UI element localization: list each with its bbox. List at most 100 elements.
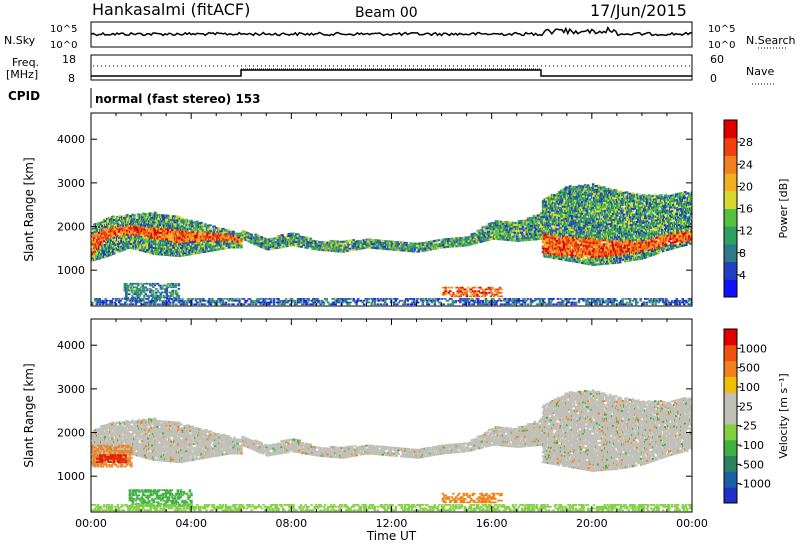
data-cell (195, 248, 198, 251)
data-cell (191, 225, 194, 228)
data-cell (303, 240, 306, 243)
data-cell (486, 237, 490, 239)
data-cell (243, 234, 246, 237)
data-cell (111, 231, 114, 234)
data-cell (390, 244, 394, 247)
data-cell (105, 225, 108, 228)
data-cell (180, 252, 183, 255)
data-cell (218, 228, 221, 231)
data-cell (316, 246, 319, 249)
data-cell (590, 251, 594, 254)
data-cell (260, 236, 263, 239)
data-cell (209, 230, 212, 233)
data-cell (548, 246, 552, 249)
data-cell (378, 239, 382, 242)
data-cell (201, 225, 204, 228)
data-cell (525, 221, 529, 224)
data-cell (582, 189, 586, 192)
data-cell (441, 240, 445, 243)
data-cell (586, 233, 590, 236)
data-cell (123, 217, 126, 220)
data-cell (553, 247, 557, 250)
data-cell (496, 232, 500, 235)
data-cell (302, 242, 305, 245)
data-cell (497, 238, 501, 241)
data-cell (573, 245, 577, 247)
data-cell (591, 261, 595, 264)
data-cell (118, 224, 121, 227)
data-cell (133, 229, 136, 232)
data-cell (276, 237, 279, 239)
data-cell (489, 232, 493, 235)
freq-unit-label: [MHz] (6, 68, 38, 81)
data-cell (496, 220, 500, 223)
data-cell (282, 239, 285, 242)
data-cell (155, 223, 158, 226)
data-cell (161, 253, 164, 256)
noise-right-tick-bottom: 10^0 (708, 40, 735, 51)
data-cell (177, 251, 180, 254)
data-cell (591, 203, 595, 205)
data-cell (126, 215, 129, 218)
data-cell (589, 230, 593, 233)
data-cell (120, 224, 123, 227)
data-cell (206, 238, 209, 241)
data-cell (229, 238, 232, 241)
data-cell (144, 246, 147, 249)
data-cell (568, 212, 572, 215)
data-cell (160, 249, 163, 252)
data-cell (254, 233, 257, 236)
data-cell (106, 253, 109, 256)
data-cell (534, 220, 538, 223)
data-cell (594, 216, 598, 219)
data-cell (130, 240, 133, 243)
data-cell (455, 241, 459, 244)
data-cell (306, 246, 309, 249)
data-cell (441, 242, 445, 245)
data-cell (116, 227, 119, 230)
data-cell (154, 243, 157, 246)
data-cell (545, 206, 549, 209)
data-cell (202, 239, 205, 242)
data-cell (190, 231, 193, 234)
data-cell (433, 245, 437, 248)
data-cell (596, 196, 600, 199)
data-cell (134, 228, 137, 231)
data-cell (547, 195, 551, 198)
data-cell (589, 232, 593, 235)
data-cell (575, 261, 579, 264)
data-cell (566, 232, 570, 234)
data-cell (216, 242, 219, 245)
data-cell (545, 218, 549, 221)
data-cell (570, 207, 574, 210)
data-cell (515, 226, 519, 228)
data-cell (542, 253, 546, 256)
data-cell (591, 183, 595, 186)
data-cell (368, 246, 372, 249)
data-cell (525, 233, 529, 236)
data-cell (558, 199, 562, 202)
data-cell (169, 240, 172, 243)
data-cell (219, 230, 222, 233)
data-cell (352, 239, 355, 241)
data-cell (149, 220, 152, 223)
data-cell (573, 225, 577, 228)
data-cell (588, 239, 592, 242)
data-cell (525, 223, 529, 226)
data-cell (393, 248, 397, 251)
data-cell (207, 228, 210, 231)
data-cell (203, 233, 206, 236)
data-cell (592, 193, 596, 195)
data-cell (111, 247, 114, 250)
data-cell (240, 234, 243, 237)
data-cell (203, 235, 206, 238)
data-cell (171, 252, 174, 255)
data-cell (542, 216, 546, 218)
freq-panel: Freq. [MHz] Nave 18 8 60 0 (6, 53, 776, 85)
data-cell (583, 187, 587, 190)
data-cell (230, 230, 233, 233)
data-cell (342, 242, 345, 245)
data-cell (207, 240, 210, 243)
freq-label: Freq. (12, 56, 39, 69)
data-cell (565, 247, 569, 250)
